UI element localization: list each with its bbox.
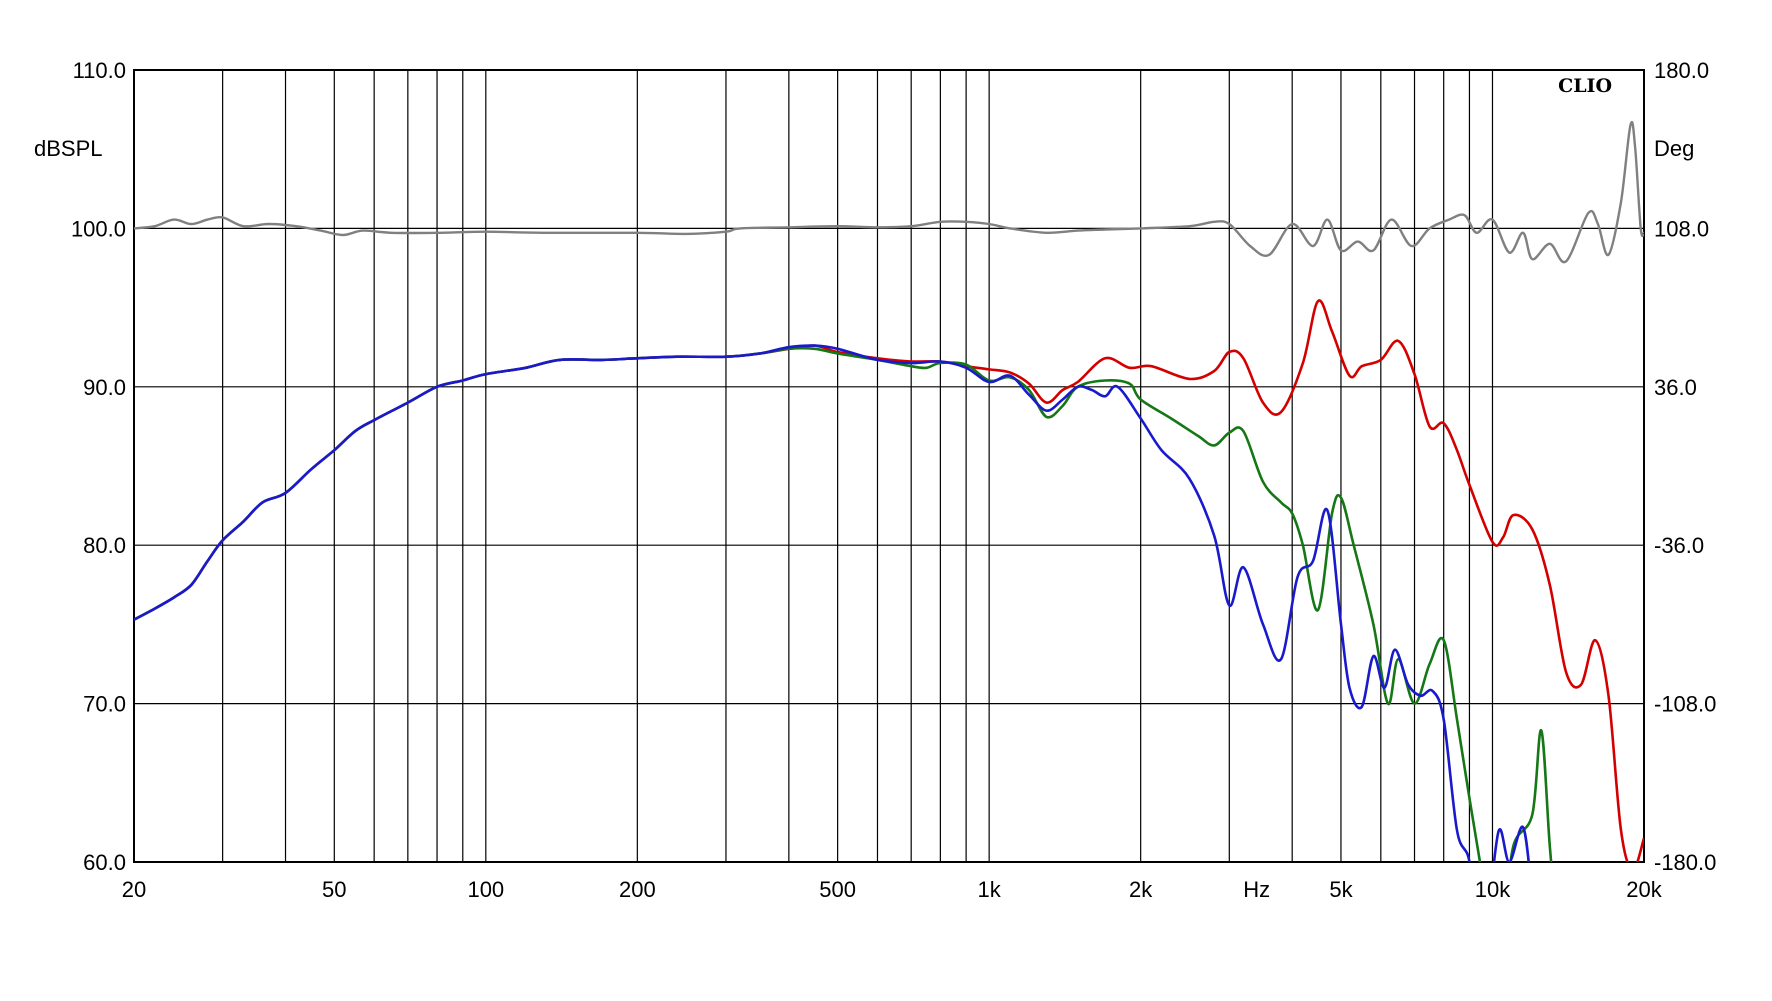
x-tick-label: 50 <box>322 877 346 902</box>
x-tick-label: 1k <box>978 877 1002 902</box>
y-left-tick-label: 70.0 <box>83 692 126 717</box>
plot-border <box>133 69 1645 863</box>
grid-lines <box>134 69 1644 863</box>
y-right-tick-label: -108.0 <box>1654 692 1716 717</box>
series-line-3 <box>134 344 1530 862</box>
y-left-tick-label: 60.0 <box>83 850 126 875</box>
x-tick-label: 2k <box>1129 877 1153 902</box>
x-tick-label: 100 <box>467 877 504 902</box>
y-left-tick-label: 80.0 <box>83 533 126 558</box>
x-tick-label: 500 <box>819 877 856 902</box>
clio-logo: CLIO <box>1558 75 1612 97</box>
x-tick-labels: 20 50 100 200 500 1k 2k 5k 10k 20k <box>122 877 1663 902</box>
x-tick-label: 20k <box>1626 877 1662 902</box>
y-right-tick-label: 180.0 <box>1654 58 1709 83</box>
left-axis-unit: dBSPL <box>34 136 103 161</box>
y-right-tick-label: -180.0 <box>1654 850 1716 875</box>
x-tick-label: 10k <box>1475 877 1511 902</box>
y-left-tick-label: 100.0 <box>71 216 126 241</box>
series-line-0 <box>134 120 1644 264</box>
y-right-tick-label: -36.0 <box>1654 533 1704 558</box>
x-axis-unit: Hz <box>1243 877 1270 902</box>
y-left-tick-labels: 110.0 100.0 90.0 80.0 70.0 60.0 <box>71 58 126 875</box>
y-left-tick-label: 110.0 <box>73 58 126 83</box>
y-left-tick-label: 90.0 <box>83 375 126 400</box>
response-curves <box>134 120 1644 862</box>
y-right-tick-labels: 180.0 108.0 36.0 -36.0 -108.0 -180.0 <box>1654 58 1716 875</box>
y-right-tick-label: 36.0 <box>1654 375 1697 400</box>
x-tick-label: 20 <box>122 877 146 902</box>
x-tick-label: 200 <box>619 877 656 902</box>
x-tick-label: 5k <box>1329 877 1353 902</box>
series-line-1 <box>134 299 1644 862</box>
y-right-tick-label: 108.0 <box>1654 216 1709 241</box>
right-axis-unit: Deg <box>1654 136 1694 161</box>
